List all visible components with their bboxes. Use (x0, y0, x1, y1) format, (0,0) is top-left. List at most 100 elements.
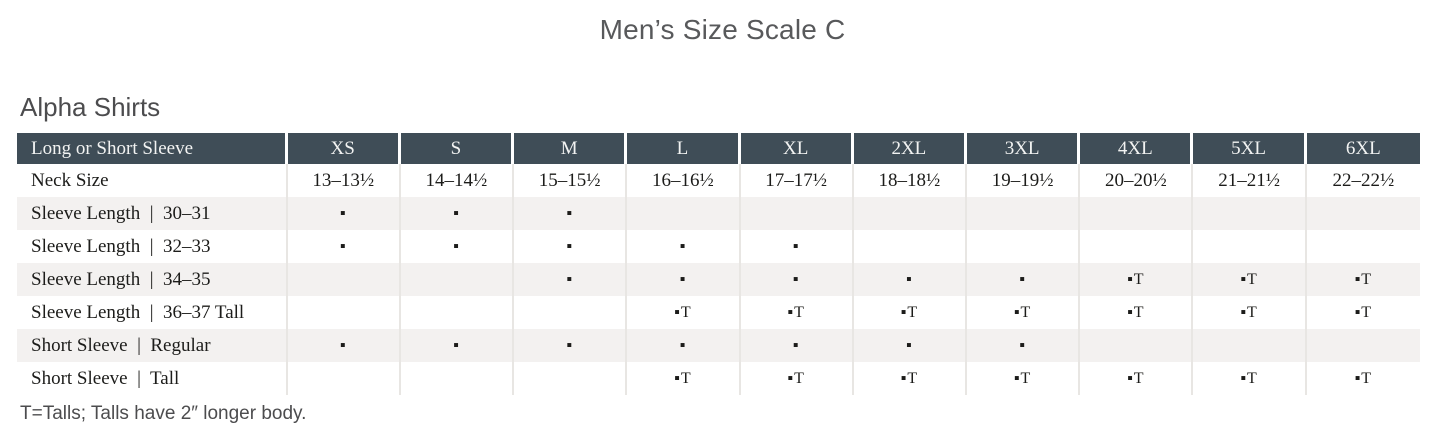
availability-cell: ▪T (1193, 296, 1307, 329)
availability-cell: ▪ (400, 329, 515, 362)
header-size-2xl: 2XL (853, 133, 967, 164)
availability-cell: ▪ (740, 263, 854, 296)
header-size-3xl: 3XL (966, 133, 1081, 164)
availability-cell: ▪T (853, 362, 967, 395)
table-row-sleeve-length-34-35: Sleeve Length | 34–35 ▪ ▪ ▪ ▪ ▪ ▪T ▪T ▪T (17, 263, 1420, 296)
availability-cell: ▪T (1080, 362, 1194, 395)
table-row-sleeve-length-32-33: Sleeve Length | 32–33 ▪ ▪ ▪ ▪ ▪ (17, 230, 1420, 263)
header-size-5xl: 5XL (1193, 133, 1307, 164)
availability-cell (1080, 230, 1194, 263)
availability-cell: ▪ (740, 329, 854, 362)
header-size-m: M (514, 133, 628, 164)
table-row-short-sleeve-regular: Short Sleeve | Regular ▪ ▪ ▪ ▪ ▪ ▪ ▪ (17, 329, 1420, 362)
availability-cell (287, 263, 401, 296)
availability-cell (1193, 329, 1307, 362)
availability-cell (853, 197, 967, 230)
availability-cell (287, 296, 401, 329)
availability-cell: ▪ (966, 263, 1081, 296)
availability-cell (966, 230, 1081, 263)
row-label: Sleeve Length | 32–33 (17, 230, 288, 263)
availability-cell: ▪ (287, 230, 401, 263)
availability-cell: ▪ (287, 329, 401, 362)
availability-cell (514, 296, 628, 329)
availability-cell (287, 362, 401, 395)
header-size-xs: XS (287, 133, 401, 164)
neck-size-cell: 20–20½ (1080, 164, 1194, 197)
table-row-short-sleeve-tall: Short Sleeve | Tall ▪T ▪T ▪T ▪T ▪T ▪T ▪T (17, 362, 1420, 395)
table-row-sleeve-length-30-31: Sleeve Length | 30–31 ▪ ▪ ▪ (17, 197, 1420, 230)
table-header-row: Long or Short Sleeve XS S M L XL 2XL 3XL… (17, 133, 1420, 164)
availability-cell: ▪ (514, 230, 628, 263)
availability-cell: ▪T (966, 296, 1081, 329)
talls-footnote: T=Talls; Talls have 2″ longer body. (20, 403, 307, 424)
header-size-s: S (400, 133, 515, 164)
row-label: Short Sleeve | Tall (17, 362, 288, 395)
row-label: Sleeve Length | 34–35 (17, 263, 288, 296)
availability-cell (1080, 197, 1194, 230)
availability-cell (1306, 197, 1420, 230)
neck-size-cell: 13–13½ (287, 164, 401, 197)
availability-cell (627, 197, 741, 230)
availability-cell (400, 296, 515, 329)
size-chart-table: Long or Short Sleeve XS S M L XL 2XL 3XL… (17, 133, 1420, 395)
neck-size-cell: 19–19½ (966, 164, 1081, 197)
availability-cell (400, 362, 515, 395)
availability-cell (853, 230, 967, 263)
availability-cell: ▪T (1306, 362, 1420, 395)
row-label: Short Sleeve | Regular (17, 329, 288, 362)
availability-cell: ▪ (400, 197, 515, 230)
availability-cell: ▪ (514, 329, 628, 362)
availability-cell: ▪T (1306, 263, 1420, 296)
availability-cell: ▪ (627, 329, 741, 362)
neck-size-cell: 17–17½ (740, 164, 854, 197)
availability-cell: ▪ (400, 230, 515, 263)
availability-cell: ▪T (1193, 263, 1307, 296)
availability-cell: ▪ (627, 263, 741, 296)
neck-size-cell: 15–15½ (514, 164, 628, 197)
availability-cell: ▪T (1080, 263, 1194, 296)
neck-size-cell: 14–14½ (400, 164, 515, 197)
neck-size-cell: 16–16½ (627, 164, 741, 197)
availability-cell: ▪T (740, 296, 854, 329)
availability-cell (1193, 197, 1307, 230)
availability-cell: ▪ (627, 230, 741, 263)
availability-cell (966, 197, 1081, 230)
availability-cell: ▪T (1306, 296, 1420, 329)
availability-cell: ▪T (627, 296, 741, 329)
availability-cell (740, 197, 854, 230)
availability-cell (1193, 230, 1307, 263)
availability-cell: ▪ (514, 197, 628, 230)
header-size-l: L (627, 133, 741, 164)
header-label-long-or-short-sleeve: Long or Short Sleeve (17, 133, 288, 164)
availability-cell: ▪T (1080, 296, 1194, 329)
availability-cell: ▪T (740, 362, 854, 395)
availability-cell (1080, 329, 1194, 362)
availability-cell (400, 263, 515, 296)
neck-size-cell: 22–22½ (1306, 164, 1420, 197)
availability-cell: ▪T (966, 362, 1081, 395)
availability-cell: ▪ (514, 263, 628, 296)
header-size-4xl: 4XL (1080, 133, 1194, 164)
neck-size-cell: 21–21½ (1193, 164, 1307, 197)
header-size-6xl: 6XL (1306, 133, 1420, 164)
availability-cell: ▪T (627, 362, 741, 395)
row-label: Neck Size (17, 164, 288, 197)
availability-cell: ▪T (853, 296, 967, 329)
row-label: Sleeve Length | 36–37 Tall (17, 296, 288, 329)
availability-cell: ▪T (1193, 362, 1307, 395)
page-title: Men’s Size Scale C (599, 14, 846, 45)
availability-cell: ▪ (853, 329, 967, 362)
availability-cell (514, 362, 628, 395)
neck-size-cell: 18–18½ (853, 164, 967, 197)
section-heading-alpha-shirts: Alpha Shirts (20, 92, 161, 122)
table-row-neck-size: Neck Size 13–13½ 14–14½ 15–15½ 16–16½ 17… (17, 164, 1420, 197)
table-row-sleeve-length-36-37-tall: Sleeve Length | 36–37 Tall ▪T ▪T ▪T ▪T ▪… (17, 296, 1420, 329)
availability-cell: ▪ (966, 329, 1081, 362)
availability-cell: ▪ (287, 197, 401, 230)
header-size-xl: XL (740, 133, 854, 164)
availability-cell: ▪ (740, 230, 854, 263)
availability-cell (1306, 230, 1420, 263)
row-label: Sleeve Length | 30–31 (17, 197, 288, 230)
availability-cell: ▪ (853, 263, 967, 296)
availability-cell (1306, 329, 1420, 362)
